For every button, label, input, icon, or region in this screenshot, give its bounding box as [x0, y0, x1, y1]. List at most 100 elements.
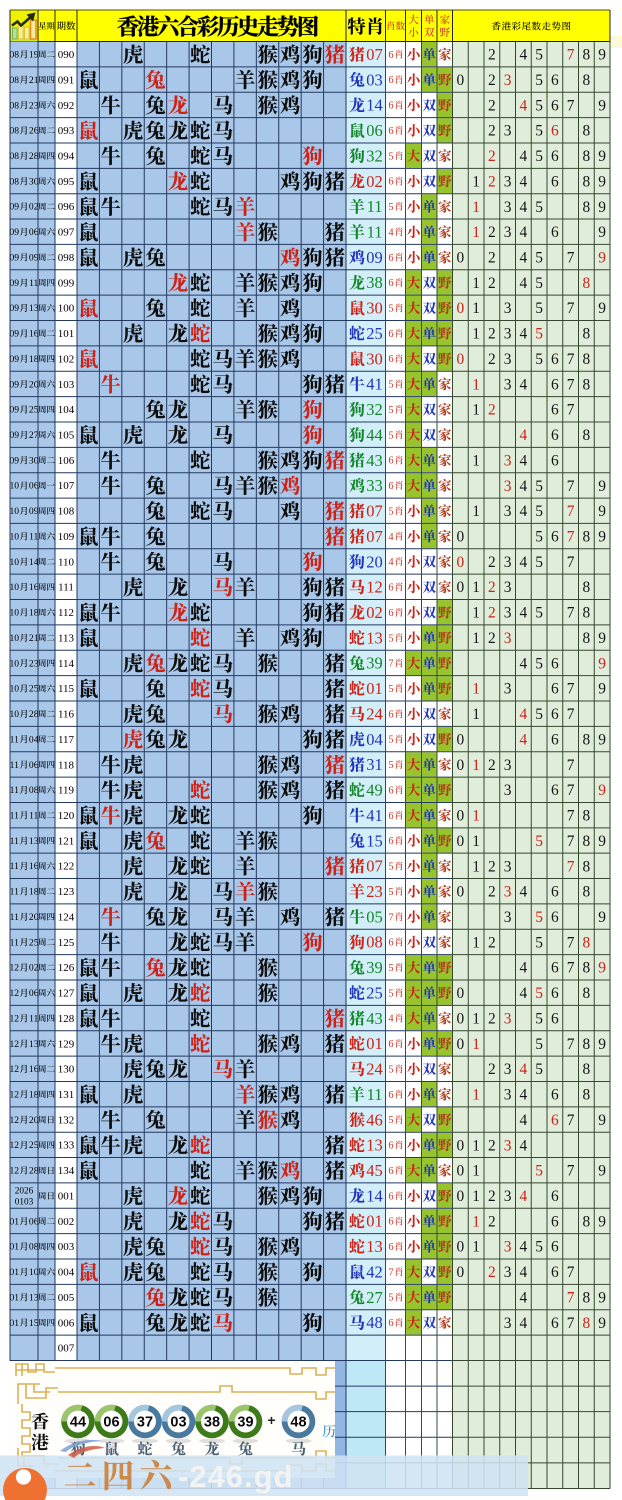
svg-text:27: 27: [29, 430, 39, 441]
svg-text:1: 1: [472, 402, 480, 419]
svg-text:5: 5: [535, 275, 543, 292]
svg-text:8: 8: [583, 351, 591, 368]
svg-text:7: 7: [567, 529, 575, 546]
svg-text:2: 2: [488, 579, 496, 596]
svg-text:06: 06: [366, 121, 383, 140]
svg-text:4: 4: [520, 199, 528, 216]
svg-text:5: 5: [535, 250, 543, 267]
svg-text:5: 5: [535, 605, 543, 622]
svg-text:100: 100: [58, 303, 75, 315]
svg-text:07: 07: [366, 527, 383, 546]
svg-text:07: 07: [366, 502, 383, 521]
svg-text:109: 109: [58, 531, 75, 543]
svg-text:16: 16: [29, 329, 39, 340]
svg-text:01: 01: [10, 1292, 20, 1303]
svg-text:1: 1: [472, 326, 480, 343]
svg-text:7: 7: [567, 402, 575, 419]
svg-text:110: 110: [58, 556, 75, 568]
svg-text:8: 8: [583, 148, 591, 165]
svg-text:0: 0: [457, 1264, 465, 1281]
svg-text:3: 3: [504, 858, 512, 875]
svg-text:6: 6: [551, 529, 559, 546]
svg-text:30: 30: [29, 176, 39, 187]
svg-text:01: 01: [10, 1267, 20, 1278]
svg-text:10: 10: [10, 557, 20, 568]
svg-text:0: 0: [457, 72, 465, 89]
svg-text:09: 09: [10, 227, 20, 238]
svg-text:7: 7: [388, 1267, 393, 1278]
svg-text:097: 097: [58, 227, 75, 239]
svg-text:24: 24: [366, 1060, 383, 1079]
svg-text:128: 128: [58, 1013, 75, 1025]
svg-text:07: 07: [366, 857, 383, 876]
svg-text:1: 1: [472, 757, 480, 774]
svg-text:16: 16: [29, 1064, 39, 1075]
svg-text:5: 5: [535, 503, 543, 520]
svg-text:1: 1: [472, 300, 480, 317]
svg-text:09: 09: [29, 506, 39, 517]
svg-text:12: 12: [10, 1039, 20, 1050]
svg-text:119: 119: [58, 785, 75, 797]
svg-text:8: 8: [583, 1290, 591, 1307]
svg-text:1: 1: [472, 1137, 480, 1154]
svg-text:06: 06: [29, 760, 39, 771]
svg-text:0: 0: [457, 579, 465, 596]
svg-text:6: 6: [551, 706, 559, 723]
svg-text:7: 7: [388, 912, 393, 923]
svg-text:6: 6: [388, 329, 393, 340]
svg-text:48: 48: [366, 1313, 383, 1332]
svg-text:7: 7: [567, 47, 575, 64]
svg-text:3: 3: [504, 224, 512, 241]
svg-text:113: 113: [58, 632, 75, 644]
svg-text:03: 03: [366, 70, 383, 89]
svg-text:2: 2: [488, 351, 496, 368]
svg-text:6: 6: [551, 1112, 559, 1129]
svg-text:0: 0: [457, 300, 465, 317]
svg-text:3: 3: [504, 554, 512, 571]
svg-text:2: 2: [488, 605, 496, 622]
svg-text:0: 0: [457, 1239, 465, 1256]
svg-text:6: 6: [388, 1090, 393, 1101]
svg-text:13: 13: [366, 1237, 383, 1256]
svg-text:6: 6: [388, 938, 393, 949]
svg-text:1: 1: [472, 199, 480, 216]
svg-text:8: 8: [583, 630, 591, 647]
svg-text:4: 4: [520, 97, 528, 114]
svg-text:01: 01: [366, 1034, 383, 1053]
svg-text:7: 7: [567, 503, 575, 520]
svg-text:122: 122: [58, 861, 75, 873]
svg-text:4: 4: [520, 427, 528, 444]
svg-text:10: 10: [10, 532, 20, 543]
svg-text:127: 127: [58, 988, 75, 1000]
svg-text:09: 09: [10, 354, 20, 365]
svg-text:7: 7: [567, 960, 575, 977]
svg-text:06: 06: [29, 227, 39, 238]
svg-text:2: 2: [488, 1010, 496, 1027]
svg-text:02: 02: [29, 202, 39, 213]
svg-text:1: 1: [472, 1087, 480, 1104]
svg-text:3: 3: [504, 579, 512, 596]
svg-text:2: 2: [488, 630, 496, 647]
svg-text:3: 3: [504, 1239, 512, 1256]
svg-text:094: 094: [58, 151, 75, 163]
svg-text:5: 5: [388, 988, 393, 999]
svg-text:25: 25: [29, 937, 39, 948]
svg-text:4: 4: [520, 250, 528, 267]
svg-text:7: 7: [388, 659, 393, 670]
svg-text:123: 123: [58, 886, 75, 898]
svg-text:2: 2: [488, 1137, 496, 1154]
svg-text:1: 1: [472, 452, 480, 469]
svg-text:4: 4: [520, 1264, 528, 1281]
svg-text:4: 4: [520, 884, 528, 901]
svg-text:12: 12: [10, 988, 20, 999]
svg-text:11: 11: [10, 734, 19, 745]
svg-text:1: 1: [472, 376, 480, 393]
svg-text:8: 8: [583, 934, 591, 951]
svg-text:6: 6: [388, 1318, 393, 1329]
svg-text:4: 4: [388, 227, 394, 238]
svg-text:08: 08: [10, 151, 20, 162]
svg-text:0: 0: [457, 1036, 465, 1053]
svg-text:6: 6: [388, 481, 393, 492]
svg-text:12: 12: [10, 1013, 20, 1024]
svg-text:23: 23: [366, 882, 383, 901]
